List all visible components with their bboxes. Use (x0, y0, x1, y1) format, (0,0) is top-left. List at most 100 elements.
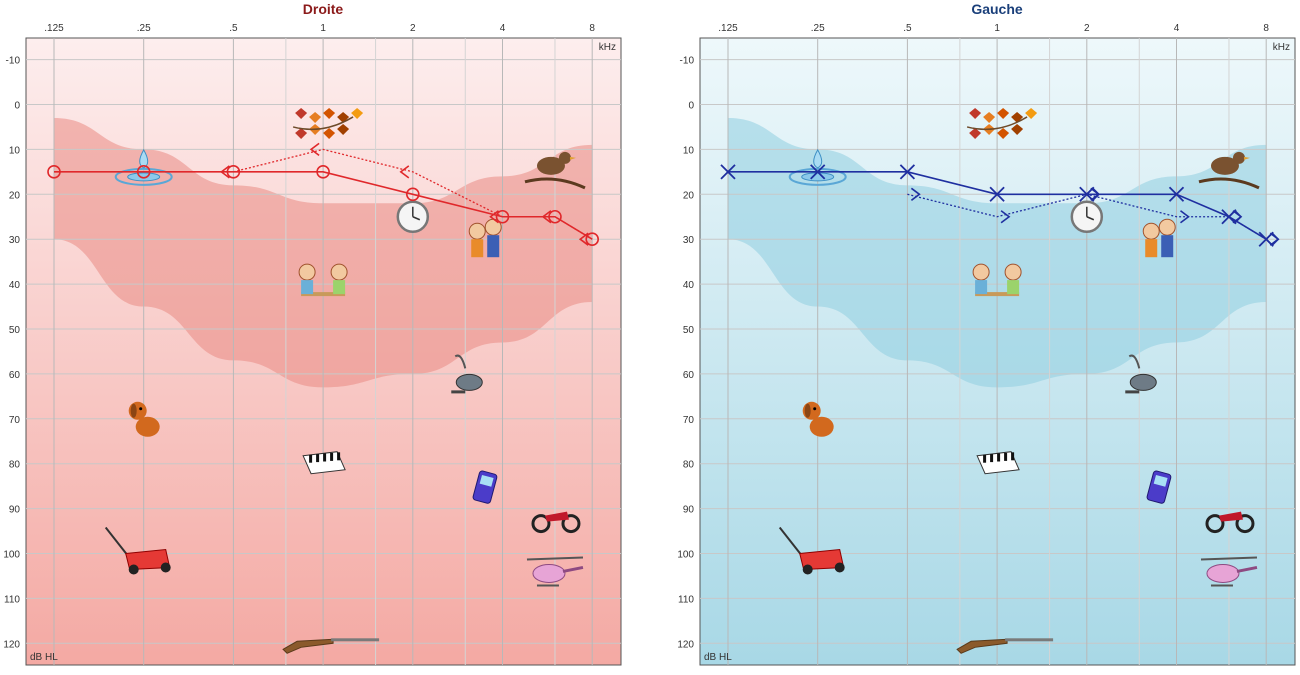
data-point (136, 165, 151, 179)
x-tick-label: .125 (718, 23, 738, 34)
dripping-water-icon (788, 148, 847, 186)
bird-icon (524, 151, 586, 190)
data-point (405, 187, 420, 202)
motorcycle-icon (531, 511, 581, 534)
data-point (495, 209, 510, 224)
x-tick-label: .25 (137, 23, 151, 34)
series-bracket-left (220, 142, 593, 246)
y-tick-label: 70 (683, 415, 695, 426)
data-point (585, 232, 600, 246)
series-diamond (1085, 187, 1280, 247)
data-point (910, 187, 921, 201)
audiogram-right-ear: -10 0 10 20 30 40 50 60 70 80 90 100 110 120 .125 .25 .5… (3, 1, 622, 666)
y-tick-label: -10 (6, 56, 21, 67)
y-tick-label: 10 (683, 145, 695, 156)
y-tick-label: 90 (683, 505, 695, 516)
y-tick-label: 110 (4, 594, 20, 605)
data-point (1227, 209, 1243, 224)
x-tick-label: 2 (410, 23, 416, 34)
conversation-icon (298, 263, 348, 297)
y-tick-label: 50 (683, 325, 695, 336)
data-point (810, 164, 826, 180)
y-tick-label: 20 (9, 190, 21, 201)
conversation-icon (972, 263, 1022, 297)
x-unit-label: kHz (599, 42, 616, 53)
x-tick-label: 1 (320, 23, 326, 34)
leaves-rustling-icon (292, 107, 364, 139)
gunshot-icon (282, 638, 380, 654)
y-tick-label: 90 (9, 505, 21, 516)
data-point (1168, 186, 1185, 202)
data-point (1180, 210, 1190, 224)
data-point (989, 186, 1005, 202)
x-tick-label: 8 (589, 23, 595, 34)
x-tick-label: .125 (44, 23, 64, 34)
data-point (1000, 210, 1011, 224)
y-tick-label: 120 (3, 639, 20, 650)
y-tick-label: -10 (680, 56, 695, 67)
y-tick-label: 100 (3, 550, 20, 561)
x-tick-label: .5 (903, 23, 912, 34)
data-point (548, 209, 562, 224)
y-tick-label: 20 (683, 190, 695, 201)
dripping-water-icon (114, 148, 173, 186)
data-point (720, 164, 736, 180)
data-point (399, 165, 410, 179)
y-tick-label: 80 (683, 460, 695, 471)
y-tick-label: 110 (678, 594, 694, 605)
lawn-mower-icon (778, 526, 845, 575)
data-point (226, 165, 241, 179)
y-tick-label: 30 (9, 235, 21, 246)
y-tick-label: 60 (683, 370, 695, 381)
y-unit-label: dB HL (704, 652, 732, 663)
y-tick-label: 50 (9, 325, 21, 336)
y-tick-label: 60 (9, 370, 21, 381)
x-unit-label: kHz (1273, 42, 1290, 53)
dog-barking-icon (802, 401, 834, 437)
leaves-rustling-icon (966, 107, 1038, 139)
y-tick-label: 100 (677, 550, 694, 561)
data-point (578, 232, 589, 246)
x-tick-label: 2 (1084, 23, 1090, 34)
clock-ticking-icon (396, 200, 430, 233)
y-unit-label: dB HL (30, 652, 58, 663)
data-point (1085, 187, 1100, 202)
data-point (489, 210, 499, 224)
whispering-kids-icon (1142, 218, 1176, 258)
dog-barking-icon (128, 401, 160, 437)
helicopter-icon (1200, 556, 1258, 587)
data-point (309, 142, 320, 157)
series-line (233, 148, 593, 240)
y-tick-label: 0 (14, 101, 20, 112)
x-tick-label: 8 (1263, 23, 1269, 34)
x-tick-label: .5 (229, 23, 238, 34)
x-tick-label: 1 (994, 23, 1000, 34)
data-point (1265, 232, 1280, 247)
data-point (316, 165, 330, 179)
data-point (47, 165, 61, 179)
whispering-kids-icon (468, 218, 502, 258)
y-tick-label: 0 (688, 101, 694, 112)
series-line (728, 171, 1267, 240)
data-point (220, 165, 230, 179)
panel-title: Gauche (971, 1, 1023, 17)
data-point (541, 210, 552, 224)
motorcycle-icon (1205, 511, 1255, 534)
y-tick-label: 70 (9, 415, 21, 426)
gunshot-icon (956, 638, 1054, 654)
x-tick-label: .25 (811, 23, 825, 34)
panel-title: Droite (303, 1, 344, 17)
y-tick-label: 10 (9, 145, 21, 156)
phone-ringing-icon (472, 470, 498, 504)
piano-icon (976, 451, 1020, 475)
piano-icon (302, 451, 346, 475)
clock-ticking-icon (1070, 200, 1104, 233)
helicopter-icon (526, 556, 584, 587)
audiogram-left-ear: -10 0 10 20 30 40 50 60 70 80 90 100 110 120 .125 .25 .5… (677, 1, 1296, 666)
phone-ringing-icon (1146, 470, 1172, 504)
lawn-mower-icon (104, 526, 171, 575)
y-tick-label: 40 (683, 280, 695, 291)
vacuum-cleaner-icon (451, 354, 483, 394)
y-tick-label: 30 (683, 235, 695, 246)
